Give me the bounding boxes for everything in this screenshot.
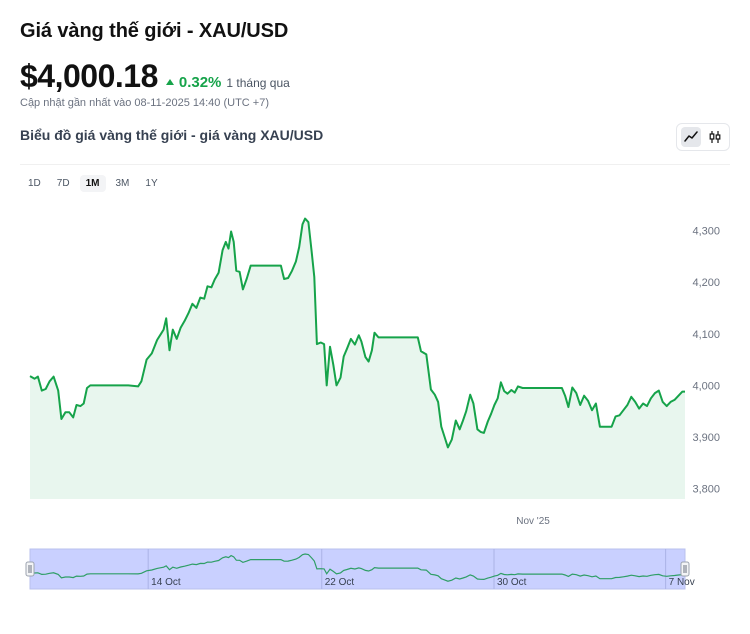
candlestick-icon bbox=[709, 131, 721, 143]
y-tick-label: 3,800 bbox=[692, 484, 720, 496]
navigator-series-line bbox=[29, 553, 685, 582]
navigator-handle-right[interactable] bbox=[680, 561, 690, 577]
range-button-1y[interactable]: 1Y bbox=[145, 178, 158, 189]
range-button-3m[interactable]: 3M bbox=[115, 178, 130, 189]
navigator-handle-left[interactable] bbox=[25, 561, 35, 577]
page-title: Giá vàng thế giới - XAU/USD bbox=[20, 20, 289, 42]
y-tick-label: 4,100 bbox=[692, 329, 720, 341]
y-tick-label: 4,300 bbox=[692, 225, 720, 237]
last-updated: Cập nhật gần nhất vào 08-11-2025 14:40 (… bbox=[20, 97, 269, 109]
navigator-tick-label: 7 Nov bbox=[669, 577, 695, 588]
price-row: $4,000.18 0.32% 1 tháng qua bbox=[20, 58, 290, 95]
range-selector: 1D 7D 1M 3M 1Y bbox=[22, 175, 164, 192]
navigator-window[interactable] bbox=[29, 548, 686, 590]
range-button-7d[interactable]: 7D bbox=[56, 178, 70, 189]
navigator-tick-label: 22 Oct bbox=[325, 577, 355, 588]
chart-title: Biểu đồ giá vàng thế giới - giá vàng XAU… bbox=[20, 127, 324, 143]
navigator-tick-label: 14 Oct bbox=[151, 577, 181, 588]
chart-type-toggle bbox=[676, 123, 730, 151]
price-line bbox=[29, 217, 685, 449]
candlestick-chart-button[interactable] bbox=[705, 127, 725, 147]
current-price: $4,000.18 bbox=[20, 58, 158, 94]
y-tick-label: 4,000 bbox=[692, 380, 720, 392]
x-tick-label: Nov '25 bbox=[516, 516, 550, 527]
header-divider bbox=[20, 164, 730, 165]
y-tick-label: 4,200 bbox=[692, 277, 720, 289]
change-percent: 0.32% bbox=[178, 74, 222, 91]
range-button-1d[interactable]: 1D bbox=[28, 178, 41, 189]
price-change: 0.32% 1 tháng qua bbox=[165, 74, 290, 91]
line-chart-button[interactable] bbox=[681, 127, 701, 147]
change-period: 1 tháng qua bbox=[226, 76, 290, 90]
line-chart-icon bbox=[684, 131, 698, 142]
price-area bbox=[30, 218, 685, 499]
triangle-up-icon bbox=[165, 79, 174, 85]
range-button-1m[interactable]: 1M bbox=[79, 175, 106, 192]
y-tick-label: 3,900 bbox=[692, 432, 720, 444]
navigator-tick-label: 30 Oct bbox=[497, 577, 527, 588]
